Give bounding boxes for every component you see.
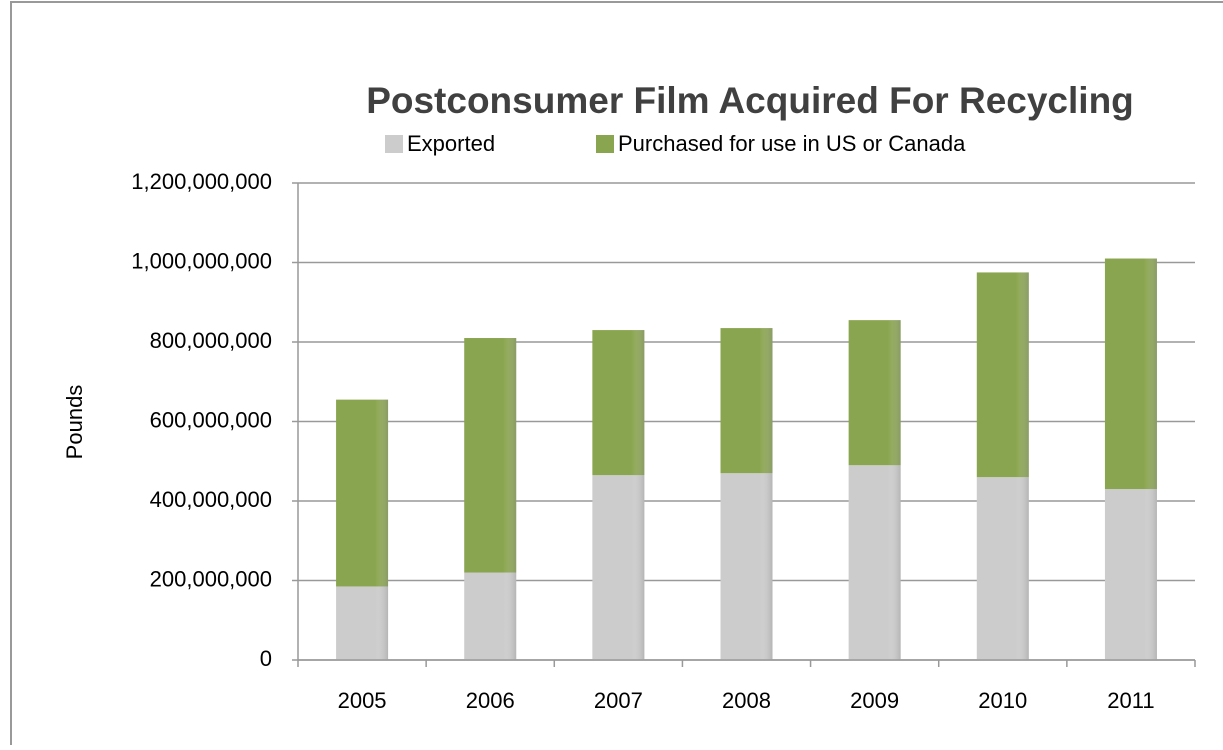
bar-shade xyxy=(1104,258,1157,490)
legend-label: Purchased for use in US or Canada xyxy=(618,131,966,156)
x-tick-label: 2009 xyxy=(850,688,899,713)
x-tick-label: 2011 xyxy=(1107,688,1154,713)
y-tick-label: 400,000,000 xyxy=(150,487,272,512)
bar-shade xyxy=(1104,489,1157,660)
bar-shade xyxy=(848,465,901,660)
bar-shade xyxy=(592,330,645,476)
x-tick-label: 2006 xyxy=(466,688,515,713)
y-tick-label: 800,000,000 xyxy=(150,328,272,353)
legend: Exported Purchased for use in US or Canad… xyxy=(385,131,966,156)
bar-shade xyxy=(720,328,773,474)
x-tick-label: 2008 xyxy=(722,688,771,713)
y-tick-label: 0 xyxy=(260,646,272,671)
legend-swatch xyxy=(596,135,614,153)
x-tick-label: 2010 xyxy=(978,688,1027,713)
chart-title: Postconsumer Film Acquired For Recycling xyxy=(366,80,1134,121)
legend-swatch xyxy=(385,135,403,153)
bar-shade xyxy=(976,272,1029,478)
bar-shade xyxy=(464,338,517,573)
y-tick-label: 200,000,000 xyxy=(150,566,272,591)
bar-shade xyxy=(592,475,645,660)
y-tick-label: 1,000,000,000 xyxy=(131,248,272,273)
bar-shade xyxy=(848,320,901,466)
legend-label: Exported xyxy=(407,131,495,156)
y-axis-label: Pounds xyxy=(62,385,87,460)
y-tick-label: 600,000,000 xyxy=(150,407,272,432)
bar-shade xyxy=(976,477,1029,660)
x-tick-label: 2007 xyxy=(594,688,643,713)
x-tick-label: 2005 xyxy=(338,688,387,713)
bar-shade xyxy=(336,586,389,660)
y-tick-label: 1,200,000,000 xyxy=(131,169,272,194)
bar-shade xyxy=(336,399,389,587)
bar-shade xyxy=(720,473,773,660)
bar-shade xyxy=(464,572,517,660)
